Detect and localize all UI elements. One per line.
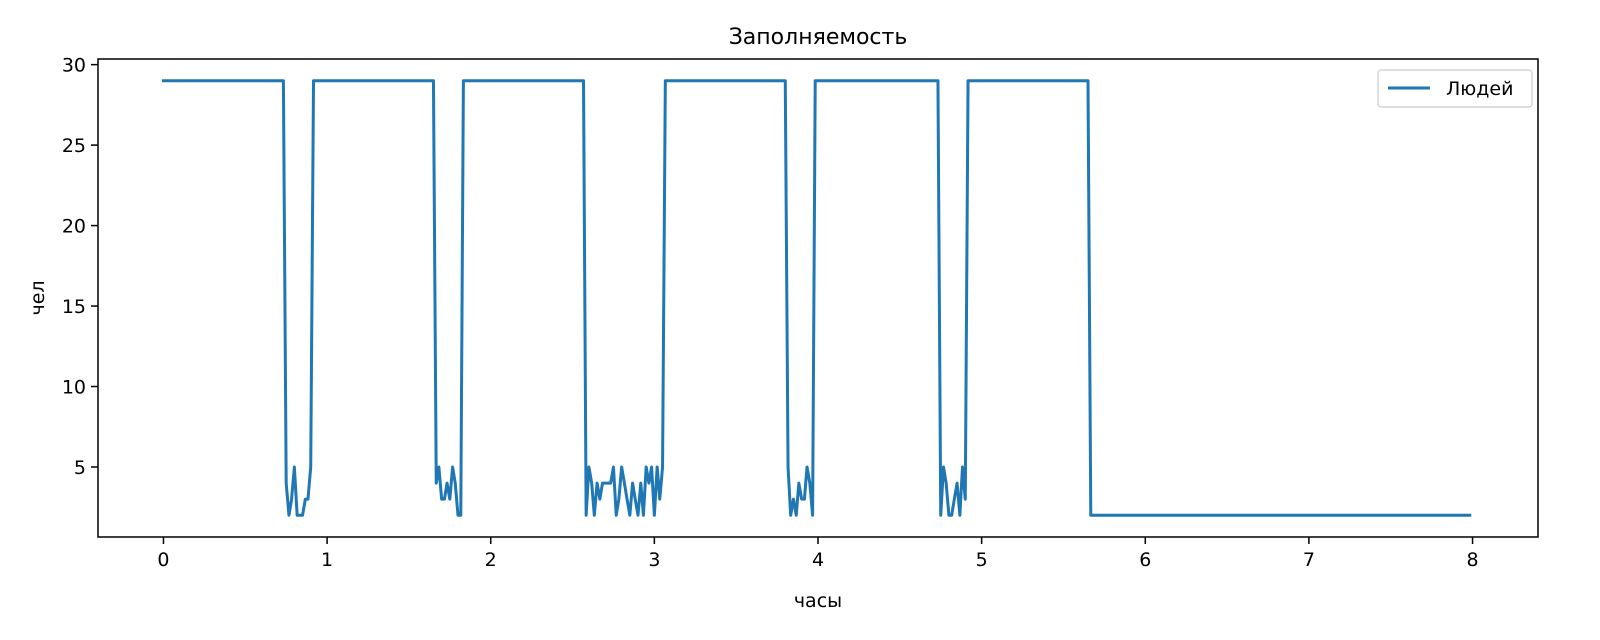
y-tick-label: 30: [62, 55, 86, 77]
x-tick-label: 1: [321, 549, 333, 571]
y-tick-label: 10: [62, 377, 86, 399]
y-tick-label: 15: [62, 296, 86, 318]
x-tick-label: 4: [812, 549, 824, 571]
y-axis-ticks: 5 10 15 20 25 30: [62, 55, 98, 479]
axes-frame: [97, 58, 1539, 538]
x-tick-label: 0: [157, 549, 169, 571]
y-tick-label: 5: [74, 457, 86, 479]
x-tick-label: 6: [1139, 549, 1151, 571]
series-line-people: [161, 79, 1472, 517]
y-tick-label: 25: [62, 135, 86, 157]
y-tick-label: 20: [62, 216, 86, 238]
legend: Людей: [1377, 69, 1533, 108]
x-tick-label: 8: [1466, 549, 1478, 571]
legend-label: Людей: [1446, 78, 1513, 100]
plot-area: [161, 79, 1472, 517]
chart-title: Заполняемость: [729, 25, 908, 50]
x-axis-ticks: 0 1 2 3 4 5 6 7 8: [157, 537, 1479, 571]
x-tick-label: 3: [648, 549, 660, 571]
legend-box: [1377, 69, 1533, 108]
x-tick-label: 7: [1303, 549, 1315, 571]
x-tick-label: 2: [485, 549, 497, 571]
x-tick-label: 5: [976, 549, 988, 571]
x-axis-label: часы: [794, 590, 842, 612]
y-axis-label: чел: [27, 280, 49, 315]
